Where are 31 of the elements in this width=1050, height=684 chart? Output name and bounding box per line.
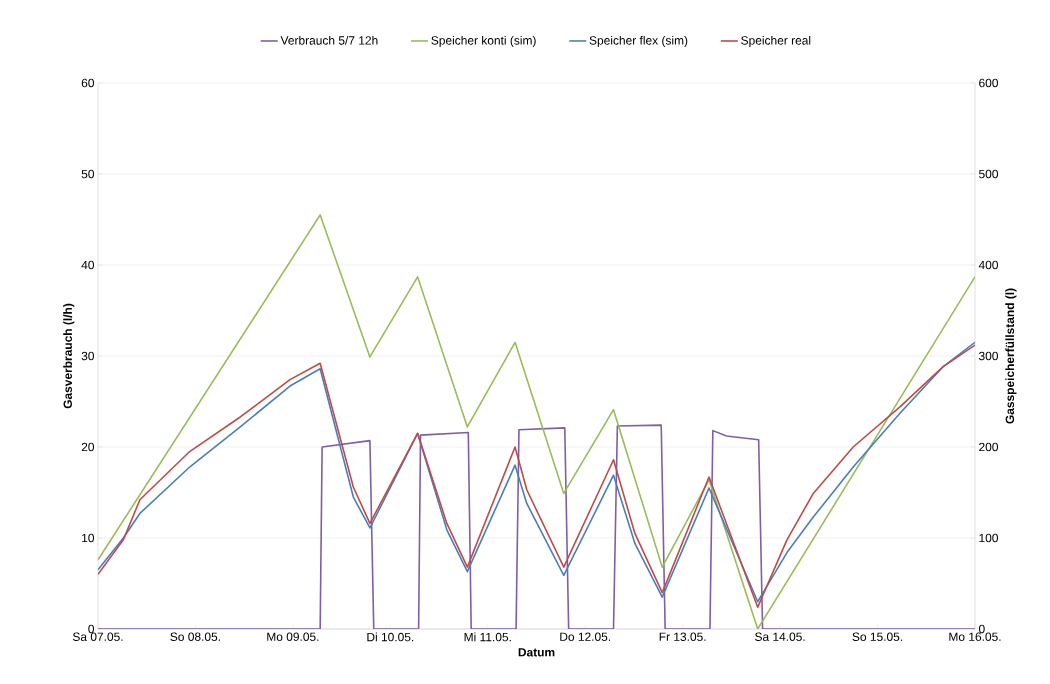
x-tick-label: Mo 09.05. — [267, 632, 319, 641]
y-tick-label: 0 — [88, 624, 95, 634]
y-tick-label: 40 — [81, 260, 95, 270]
x-tick-label: So 08.05. — [170, 632, 220, 641]
x-tick-label: Do 12.05. — [560, 632, 611, 641]
y-tick-label: 20 — [81, 442, 95, 452]
y2-tick-label: 600 — [979, 78, 998, 88]
legend-label: Speicher flex (sim) — [589, 35, 688, 48]
x-tick-label: Fr 13.05. — [659, 632, 706, 641]
x-tick-label: So 15.05. — [852, 632, 903, 641]
x-tick-label: Di 10.05. — [367, 632, 414, 642]
y2-tick-label: 400 — [978, 260, 998, 270]
y2-tick-label: 500 — [979, 169, 998, 179]
x-tick-label: Mo 16.05. — [949, 632, 1001, 641]
y-tick-label: 60 — [81, 78, 95, 88]
y2-tick-label: 0 — [978, 624, 985, 634]
legend-label: Verbrauch 5/7 12h — [280, 35, 378, 45]
x-tick-label: Mi 11.05. — [464, 632, 511, 642]
x-tick-label: Sa 07.05. — [72, 632, 123, 641]
legend-label: Speicher konti (sim) — [431, 35, 536, 48]
y-axis-title: Gasverbrauch (l/h) — [63, 303, 75, 409]
x-tick-label: Sa 14.05. — [755, 632, 805, 641]
y2-axis-title: Gasspeicherfüllstand (l) — [1005, 288, 1017, 424]
y-tick-label: 10 — [82, 533, 95, 543]
y2-tick-label: 200 — [979, 442, 998, 452]
y2-tick-label: 300 — [978, 351, 998, 361]
x-axis-title: Datum — [518, 648, 555, 657]
y-tick-label: 30 — [81, 351, 95, 361]
legend-label: Speicher real — [741, 35, 811, 48]
y-tick-label: 50 — [81, 169, 95, 179]
y2-tick-label: 100 — [979, 533, 998, 543]
